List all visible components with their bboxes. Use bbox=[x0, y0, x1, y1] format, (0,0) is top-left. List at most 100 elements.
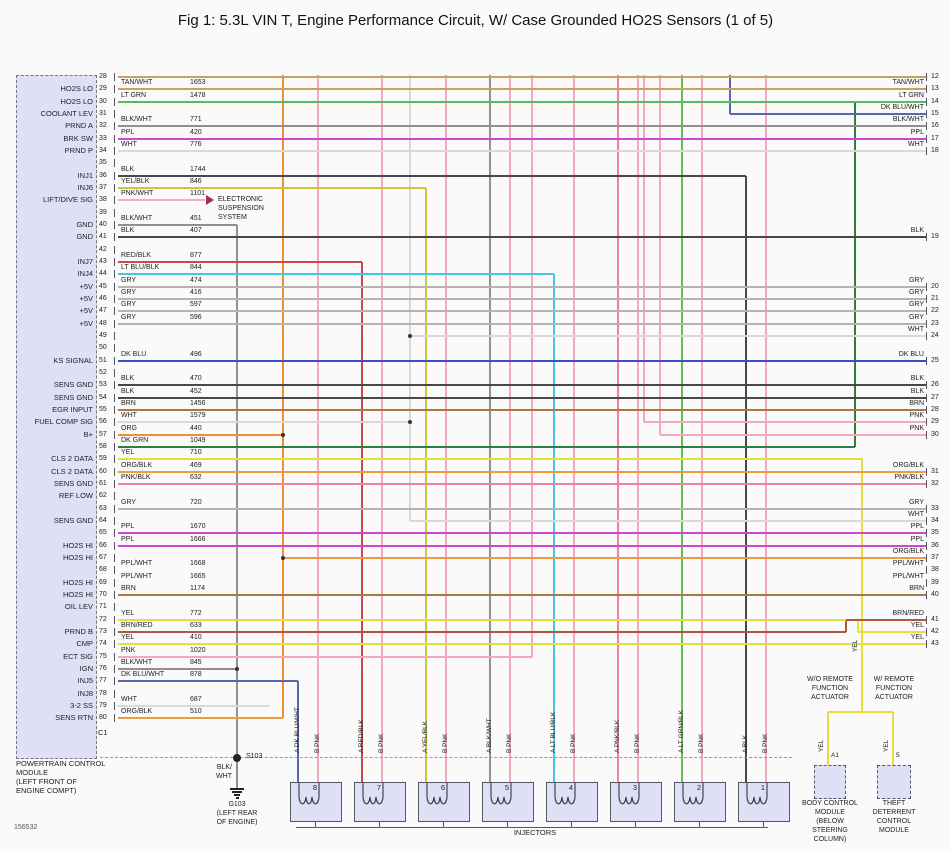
wire-label-vertical: A DK BLU/WHT bbox=[294, 707, 301, 753]
pin-tick bbox=[114, 627, 115, 636]
pin-number-71: 71 bbox=[99, 603, 107, 611]
pin-number-31: 31 bbox=[99, 109, 107, 117]
pin-number-40: 40 bbox=[99, 220, 107, 228]
circuit-number-37: 846 bbox=[190, 177, 202, 185]
right-pin-number: 31 bbox=[931, 467, 939, 475]
injector-number-5: 5 bbox=[504, 783, 510, 792]
right-tick bbox=[926, 504, 927, 513]
right-wire-color: GRY bbox=[908, 498, 924, 506]
wire-label-vertical: A YEL/BLK bbox=[422, 720, 429, 753]
pin-number-57: 57 bbox=[99, 430, 107, 438]
pin-tick bbox=[114, 368, 115, 377]
wire-color-43: RED/BLK bbox=[121, 251, 151, 259]
wire-color-36: BLK bbox=[121, 165, 135, 173]
right-wire-color: YEL bbox=[910, 634, 924, 642]
circuit-number-79: 687 bbox=[190, 695, 202, 703]
pin-tick bbox=[114, 393, 115, 402]
wire-color-41: BLK bbox=[121, 227, 135, 235]
circuit-number-66: 1666 bbox=[190, 535, 206, 543]
pin-tick bbox=[114, 479, 115, 488]
circuit-number-38: 1101 bbox=[190, 190, 206, 198]
circuit-number-60: 469 bbox=[190, 461, 202, 469]
wire-label-vertical: A BLK/WHT bbox=[486, 718, 493, 753]
right-tick bbox=[926, 393, 927, 402]
wire-row-77 bbox=[118, 680, 298, 683]
pin-number-43: 43 bbox=[99, 257, 107, 265]
bcm-box bbox=[814, 765, 846, 799]
pin-number-78: 78 bbox=[99, 689, 107, 697]
pin-number-39: 39 bbox=[99, 208, 107, 216]
right-pin-number: 42 bbox=[931, 628, 939, 635]
pin-number-52: 52 bbox=[99, 368, 107, 376]
right-pin-number: 37 bbox=[931, 554, 939, 561]
pin-number-34: 34 bbox=[99, 146, 107, 154]
circuit-number-77: 878 bbox=[190, 671, 202, 679]
circuit-number-32: 771 bbox=[190, 116, 202, 124]
wire-label-vertical: B PNK bbox=[634, 733, 641, 753]
injector-coil-icon bbox=[554, 783, 576, 805]
splice-dot bbox=[233, 754, 241, 762]
right-pin-number: 35 bbox=[931, 529, 939, 537]
wire-inj3-a bbox=[617, 75, 619, 782]
bcm-caption-line: STEERING bbox=[812, 827, 848, 834]
wire-row-69 bbox=[118, 582, 926, 584]
wire-color-38: PNK/WHT bbox=[121, 190, 154, 198]
wire-row-75 bbox=[118, 655, 532, 658]
bcm-caption-line: MODULE bbox=[815, 809, 845, 816]
pin-number-75: 75 bbox=[99, 652, 107, 660]
wire-inj2-a bbox=[681, 75, 683, 782]
pin-number-30: 30 bbox=[99, 97, 107, 105]
circuit-number-57: 440 bbox=[190, 424, 202, 432]
pin-tick bbox=[114, 467, 115, 476]
right-wire-color: YEL bbox=[910, 622, 924, 629]
pin-number-54: 54 bbox=[99, 393, 107, 401]
right-tick bbox=[926, 282, 927, 291]
pin-number-49: 49 bbox=[99, 331, 107, 339]
right-wire-color: WHT bbox=[908, 326, 924, 333]
wire-color-53: BLK bbox=[121, 375, 135, 383]
pin-number-68: 68 bbox=[99, 566, 107, 574]
injector-drop bbox=[635, 822, 636, 828]
right-tick bbox=[926, 319, 927, 328]
wire-label-vertical: A LT BLU/BLK bbox=[550, 711, 557, 753]
injector-drop bbox=[315, 822, 316, 828]
pcm-pin-label-41: GND bbox=[76, 232, 93, 242]
pcm-pin-label-51: KS SIGNAL bbox=[53, 355, 93, 365]
right-pin-number: 21 bbox=[931, 294, 939, 302]
right-tick bbox=[926, 590, 927, 599]
right-tick bbox=[926, 307, 927, 316]
wire-exit-34 bbox=[410, 520, 926, 522]
ground-location-line: (LEFT REAR bbox=[216, 810, 258, 817]
wire-yel-module-split bbox=[828, 711, 893, 713]
pin-tick bbox=[114, 319, 115, 328]
pin-number-37: 37 bbox=[99, 183, 107, 191]
wire-exit-15 bbox=[730, 113, 926, 115]
pin-number-73: 73 bbox=[99, 627, 107, 635]
pcm-pin-label-53: SENS GND bbox=[53, 380, 93, 390]
splice-label: S103 bbox=[246, 753, 263, 760]
wire-inj5-b bbox=[509, 75, 511, 782]
wire-color-72: YEL bbox=[121, 609, 135, 617]
injector-box-7 bbox=[354, 782, 406, 822]
right-pin-number: 24 bbox=[931, 332, 939, 339]
injector-box-2 bbox=[674, 782, 726, 822]
injector-coil-icon bbox=[682, 783, 704, 805]
right-tick bbox=[926, 541, 927, 550]
injector-box-3 bbox=[610, 782, 662, 822]
ground-wire-color: WHT bbox=[216, 773, 232, 780]
pin-number-38: 38 bbox=[99, 196, 107, 204]
circuit-number-36: 1744 bbox=[190, 165, 206, 173]
right-pin-number: 26 bbox=[931, 381, 939, 389]
pcm-pin-label-45: +5V bbox=[79, 281, 93, 291]
circuit-number-48: 596 bbox=[190, 313, 202, 321]
right-tick bbox=[926, 566, 927, 575]
pin-number-72: 72 bbox=[99, 615, 107, 623]
wire-yel-tdm-drop bbox=[892, 712, 894, 765]
pin-tick bbox=[114, 97, 115, 106]
pcm-pin-label-62: REF LOW bbox=[58, 491, 93, 501]
pcm-pin-label-79: 3-2 SS bbox=[70, 700, 93, 710]
pcm-pin-label-29: HO2S LO bbox=[60, 84, 93, 94]
pcm-caption-line: MODULE bbox=[16, 768, 49, 777]
right-wire-color: WHT bbox=[908, 140, 924, 148]
wire-exit-29 bbox=[644, 421, 926, 424]
